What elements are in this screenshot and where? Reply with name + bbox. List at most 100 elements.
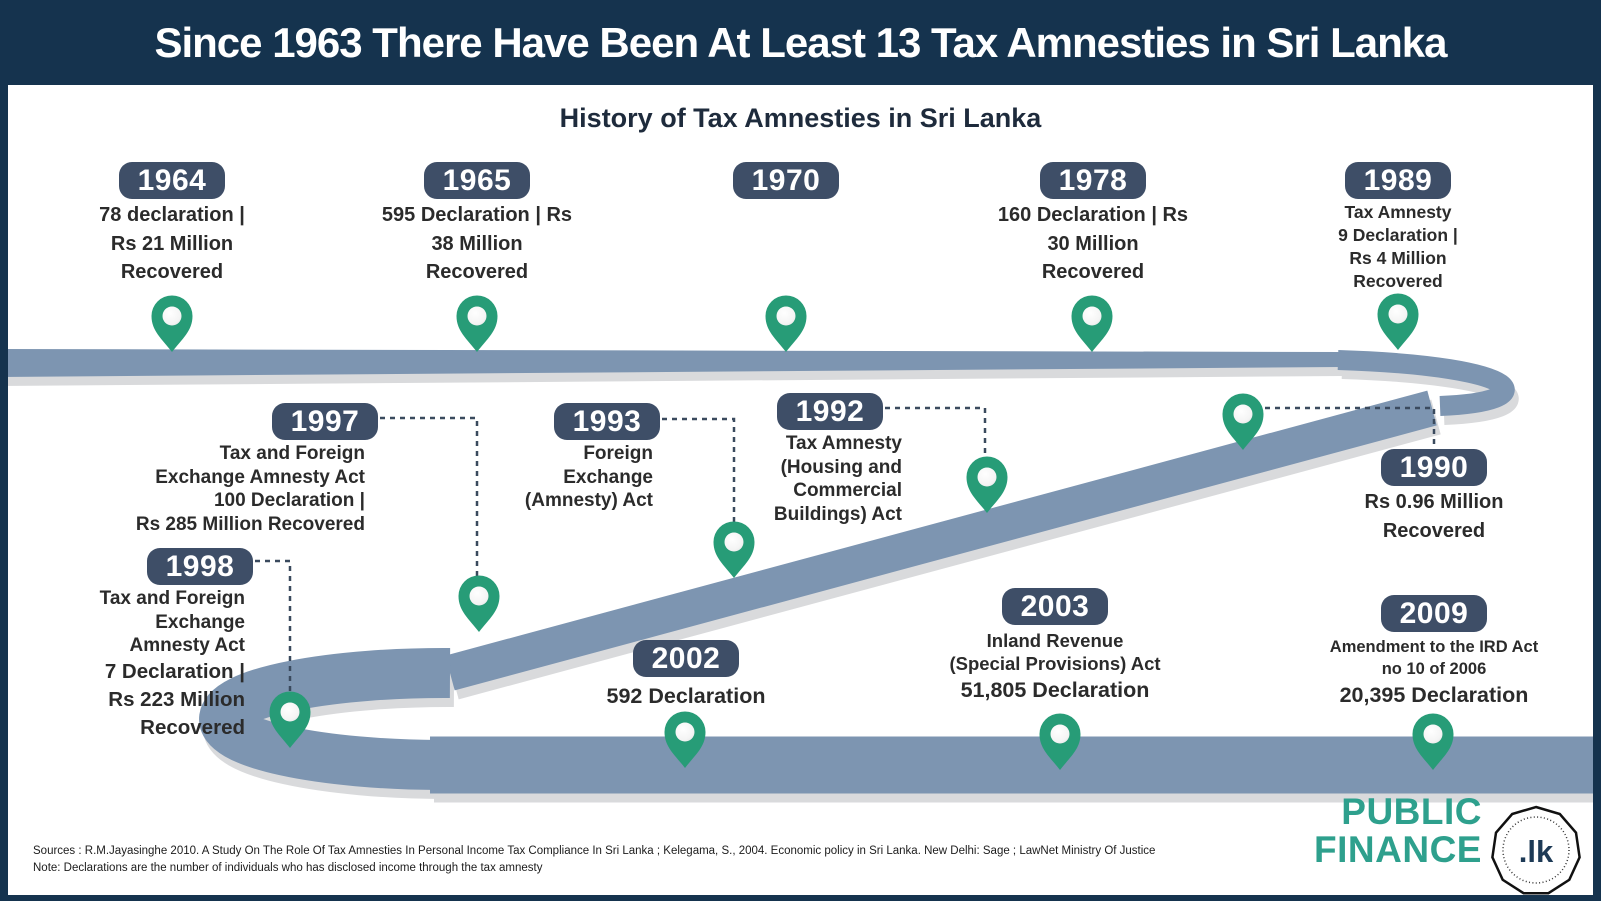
year-badge: 2002 (633, 640, 739, 677)
event-line: (Amnesty) Act (524, 490, 653, 511)
event-line: no 10 of 2006 (1381, 660, 1487, 678)
event-description: 78 declaration | Rs 21 Million Recovered (57, 201, 287, 287)
chart-subtitle: History of Tax Amnesties in Sri Lanka (559, 103, 1042, 133)
event-line: 592 Declaration (606, 684, 766, 708)
event-line: Amnesty Act (129, 635, 245, 656)
frame-border-right (1593, 85, 1601, 901)
timeline-event-2009: 2009 Amendment to the IRD Act no 10 of 2… (1314, 595, 1554, 710)
event-line: Buildings) Act (773, 503, 902, 525)
year-badge: 1978 (1040, 162, 1146, 199)
event-line: Tax and Foreign (219, 443, 365, 464)
event-line: Foreign (583, 443, 653, 464)
map-pin-icon-1978 (1071, 295, 1113, 352)
timeline-event-1978: 1978 160 Declaration | Rs 30 Million Rec… (978, 162, 1208, 287)
event-line: Recovered (120, 261, 224, 283)
event-description: Tax and Foreign Exchange Amnesty Act 100… (85, 442, 365, 536)
event-line: 78 declaration | (99, 204, 245, 226)
event-line: Tax Amnesty (785, 433, 902, 454)
event-description: 160 Declaration | Rs 30 Million Recovere… (978, 201, 1208, 287)
connector-1998 (255, 559, 292, 700)
note-text: Note: Declarations are the number of ind… (33, 862, 543, 874)
event-line: Recovered (425, 261, 529, 283)
map-pin-icon-1997 (458, 575, 500, 632)
event-line: Tax Amnesty (1344, 202, 1452, 222)
footer: Sources : R.M.Jayasinghe 2010. A Study O… (33, 843, 1283, 877)
logo-line-public: PUBLIC (1341, 791, 1482, 832)
event-line: Commercial (793, 480, 902, 501)
event-description: 595 Declaration | Rs 38 Million Recovere… (362, 201, 592, 287)
year-badge: 1970 (733, 162, 839, 199)
event-description: Inland Revenue (Special Provisions) Act … (930, 629, 1180, 705)
map-pin-icon-1965 (456, 295, 498, 352)
timeline-event-1990: 1990 Rs 0.96 Million Recovered (1324, 449, 1544, 545)
event-line: Rs 21 Million (110, 232, 234, 255)
event-line: Exchange Amnesty Act (155, 466, 365, 488)
event-line: 9 Declaration | (1338, 225, 1458, 245)
event-line: 51,805 Declaration (960, 678, 1150, 702)
connector-1997 (380, 416, 479, 600)
timeline-event-1992: 1992 Tax Amnesty (Housing and Commercial… (672, 393, 902, 526)
event-line: Recovered (1041, 261, 1145, 283)
frame-border-bottom (0, 895, 1601, 901)
year-badge: 1990 (1381, 449, 1487, 486)
event-line: Exchange (155, 611, 245, 633)
event-description: Amendment to the IRD Act no 10 of 2006 2… (1314, 636, 1554, 710)
event-line: 38 Million (431, 232, 523, 255)
lk-seal-icon: .lk (1491, 805, 1581, 895)
event-line: Rs 285 Million Recovered (135, 513, 365, 535)
timeline-event-2002: 2002 592 Declaration (571, 640, 801, 709)
map-pin-icon-1993 (713, 521, 755, 578)
year-badge: 2003 (1002, 588, 1108, 625)
lk-seal-label: .lk (1519, 834, 1554, 869)
event-line: 100 Declaration | (213, 490, 365, 511)
map-pin-icon-1964 (151, 295, 193, 352)
header-bar: Since 1963 There Have Been At Least 13 T… (0, 0, 1601, 85)
year-badge: 1993 (554, 403, 660, 440)
year-badge: 1998 (147, 548, 253, 585)
map-pin-icon-1970 (765, 295, 807, 352)
event-description: Foreign Exchange (Amnesty) Act (455, 442, 655, 513)
event-description: 592 Declaration (571, 683, 801, 709)
frame-border-left (0, 85, 8, 901)
road-top-segment (0, 349, 1340, 377)
event-line: Rs 223 Million (108, 687, 245, 711)
map-pin-icon-1992 (966, 456, 1008, 513)
event-description: Tax Amnesty 9 Declaration | Rs 4 Million… (1283, 201, 1513, 293)
logo-line-finance: FINANCE (1314, 829, 1482, 870)
road-right-turn (1337, 350, 1515, 416)
timeline-event-1964: 1964 78 declaration | Rs 21 Million Reco… (57, 162, 287, 287)
year-badge: 2009 (1381, 595, 1487, 632)
event-line: Recovered (1382, 519, 1486, 542)
sources-text: Sources : R.M.Jayasinghe 2010. A Study O… (33, 845, 1156, 857)
event-line: Recovered (1353, 271, 1443, 291)
year-badge: 1997 (272, 403, 378, 440)
event-line: Rs 4 Million (1349, 248, 1447, 268)
public-finance-logo: PUBLIC FINANCE (1314, 793, 1482, 869)
event-line: 7 Declaration | (104, 659, 245, 683)
timeline-event-1965: 1965 595 Declaration | Rs 38 Million Rec… (362, 162, 592, 287)
road-left-turn (199, 647, 451, 790)
event-line: 30 Million (1047, 232, 1139, 255)
event-line: Amendment to the IRD Act (1329, 638, 1539, 656)
timeline-event-1998: 1998 Tax and Foreign Exchange Amnesty Ac… (27, 548, 253, 742)
event-description: Tax and Foreign Exchange Amnesty Act 7 D… (27, 587, 253, 742)
timeline-road (0, 349, 1601, 794)
event-line: Rs 0.96 Million (1364, 491, 1504, 513)
connector-1992 (885, 406, 987, 470)
timeline-event-1970: 1970 (671, 162, 901, 199)
event-line: Tax and Foreign (99, 588, 245, 609)
year-badge: 1964 (119, 162, 225, 199)
timeline-event-2003: 2003 Inland Revenue (Special Provisions)… (930, 588, 1180, 705)
event-line: (Special Provisions) Act (949, 653, 1161, 674)
page-title: Since 1963 There Have Been At Least 13 T… (154, 18, 1447, 66)
event-line: 595 Declaration | Rs (381, 204, 573, 226)
event-description: Rs 0.96 Million Recovered (1324, 488, 1544, 545)
timeline-event-1997: 1997 Tax and Foreign Exchange Amnesty Ac… (85, 403, 378, 536)
event-line: (Housing and (780, 456, 902, 478)
event-description: Tax Amnesty (Housing and Commercial Buil… (672, 432, 902, 526)
year-badge: 1965 (424, 162, 530, 199)
event-line: 160 Declaration | Rs (997, 204, 1189, 226)
event-line: Exchange (563, 466, 653, 488)
